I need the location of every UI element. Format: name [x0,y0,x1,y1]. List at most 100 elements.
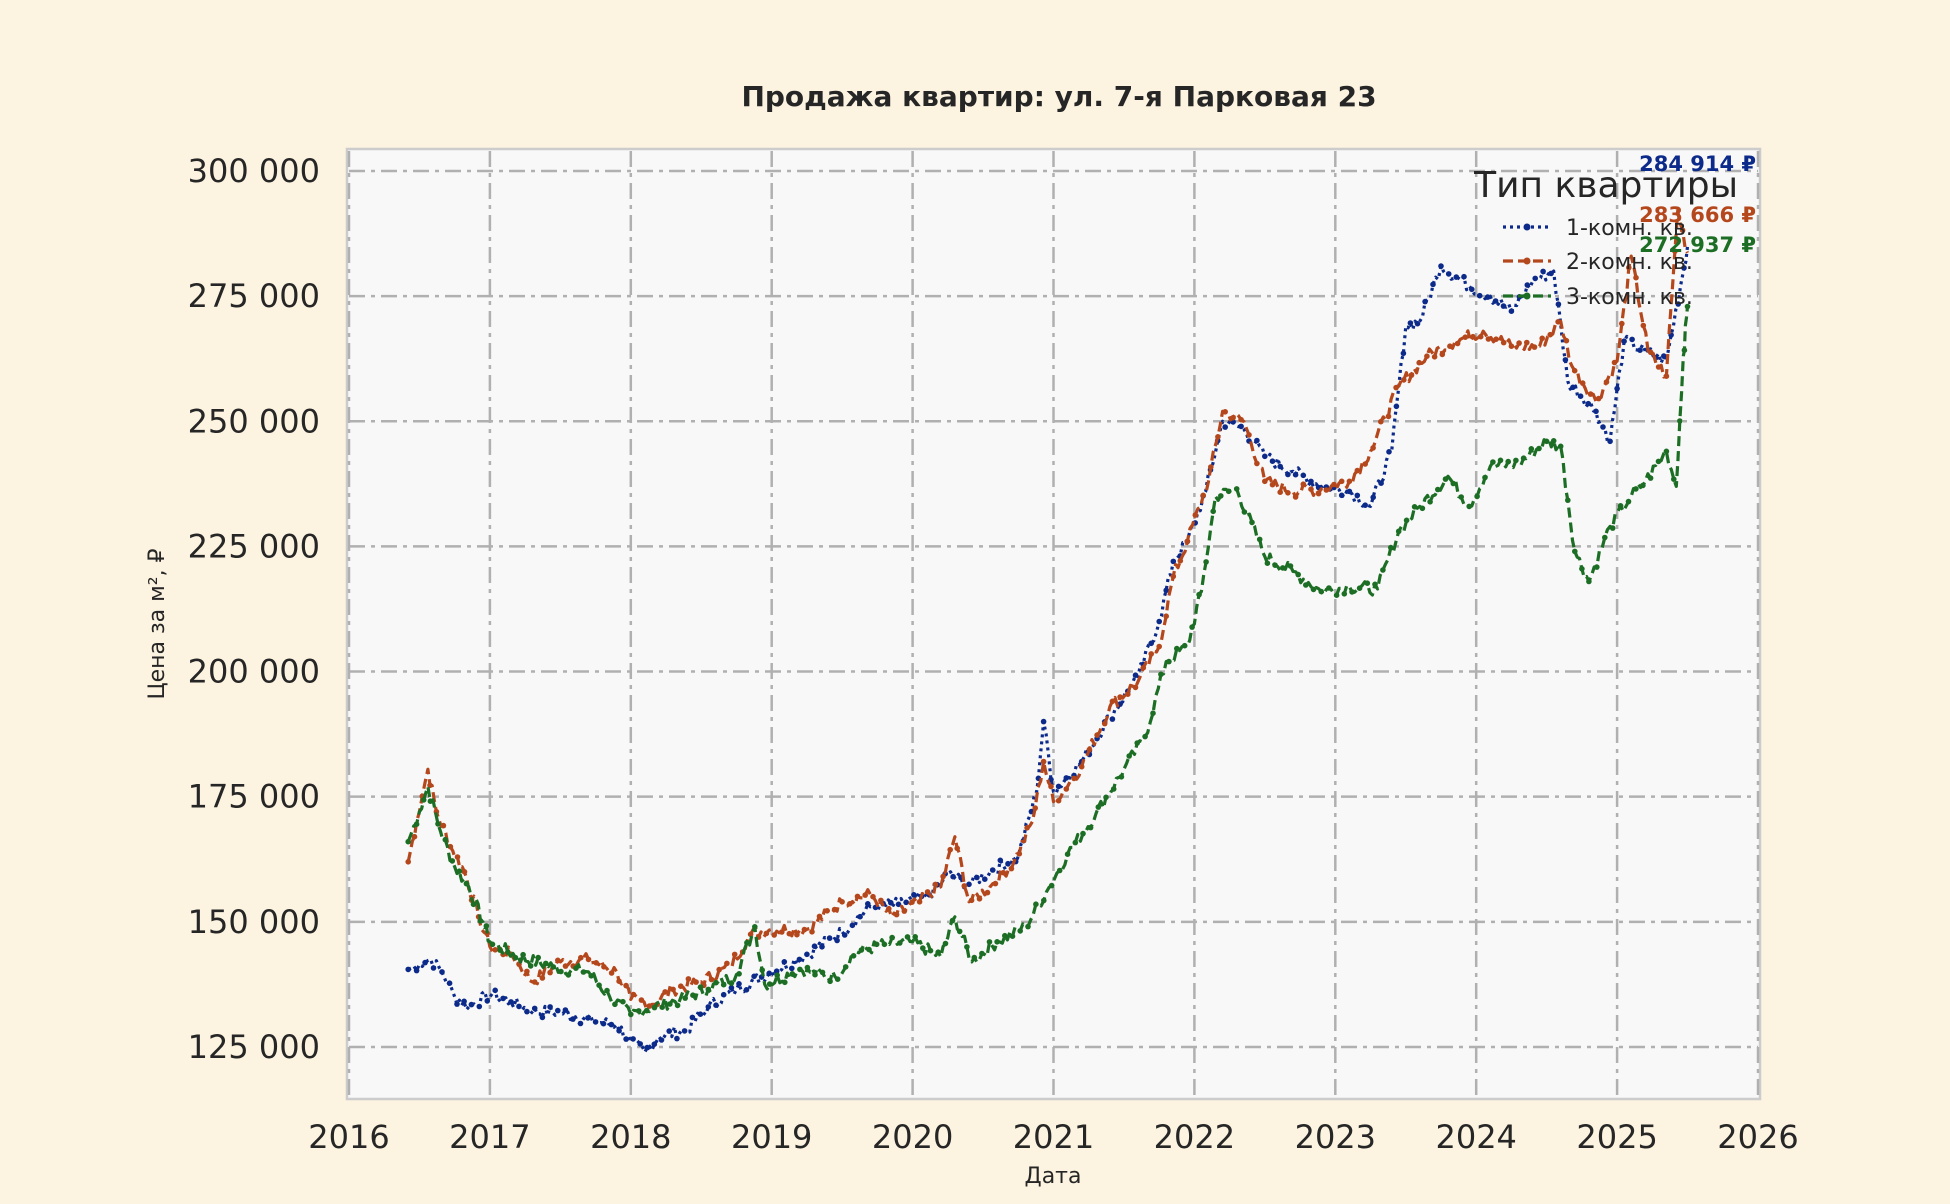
data-point [1424,353,1430,360]
data-point [1087,824,1094,831]
x-tick-label: 2025 [1576,1118,1657,1156]
legend-label: 1-комн. кв. [1566,216,1693,241]
data-point [779,929,785,935]
data-point [986,939,993,945]
data-point [956,928,963,935]
data-point [1603,379,1610,385]
legend-items: 1-комн. кв. 2-комн. кв. 3-комн. кв. [1503,216,1693,310]
data-point [1230,414,1236,421]
data-point [976,896,983,902]
data-point [1462,334,1469,341]
data-point [1593,408,1599,415]
data-point [1378,480,1384,487]
data-point [1233,486,1240,492]
data-point [1238,423,1244,430]
data-point [1540,268,1546,275]
data-point [681,1028,688,1034]
data-point [1679,227,1686,233]
data-point [886,905,892,912]
data-point [811,943,818,949]
end-value-label: 272 937 ₽ [1639,233,1756,257]
data-point [1333,592,1340,598]
data-point [427,798,434,804]
data-point [1661,353,1667,359]
data-point [483,923,490,929]
data-point [947,846,953,853]
data-point [1485,336,1492,342]
data-point [405,966,412,973]
data-point [804,964,811,971]
data-point [752,924,758,930]
data-point [637,1041,643,1047]
data-point [608,970,615,976]
data-point [1594,564,1600,570]
x-tick-label: 2026 [1717,1118,1798,1156]
data-point [1269,458,1276,465]
data-point [824,908,830,914]
y-tick-label: 200 000 [188,653,320,691]
data-point [766,981,773,987]
data-point [659,1004,665,1010]
data-point [413,967,420,974]
data-point [427,782,433,789]
data-point [1056,867,1063,874]
data-point [1497,457,1504,464]
data-point [873,941,880,948]
data-point [1477,333,1484,340]
data-point [847,901,853,907]
data-point [1285,490,1291,496]
data-point [1150,710,1156,716]
data-point [809,929,815,935]
data-point [1524,282,1531,288]
data-point [550,964,557,970]
data-point [405,859,412,865]
data-point [630,991,637,998]
data-point [716,966,722,973]
data-point [1072,839,1079,846]
data-point [759,967,765,973]
data-point [500,995,506,1002]
data-point [539,1014,546,1021]
data-point [413,821,420,827]
data-point [794,931,800,938]
data-point [1520,455,1527,462]
data-point [463,880,470,887]
data-point [1158,671,1164,678]
data-point [592,1019,599,1025]
data-point [1064,851,1071,857]
data-point [968,897,975,904]
data-point [1103,794,1109,801]
data-point [974,874,980,881]
data-point [1388,544,1394,551]
series-2 [405,209,1689,1011]
data-point [1254,437,1260,444]
data-point [461,869,468,875]
data-point [1513,457,1519,464]
data-point [1476,292,1483,299]
data-point [1292,494,1299,500]
y-tick-label: 150 000 [188,903,320,941]
data-point [470,901,477,908]
data-point [547,969,553,976]
data-point [1633,274,1639,281]
y-axis-label: Цена за м², ₽ [145,548,170,699]
data-point [1647,349,1654,356]
data-point [1208,464,1214,470]
data-point [774,972,780,978]
data-point [612,1001,618,1008]
data-point [1675,301,1681,307]
data-point [1577,393,1584,400]
data-point [1655,364,1662,370]
data-point [689,1014,696,1021]
data-point [1009,933,1016,939]
data-point [1625,498,1632,505]
data-point [743,987,750,993]
data-point [497,947,503,953]
data-point [1295,571,1301,578]
data-point [697,984,704,990]
data-point [1262,453,1268,460]
data-point [1008,865,1015,872]
data-point [927,947,934,954]
data-point [440,822,447,829]
